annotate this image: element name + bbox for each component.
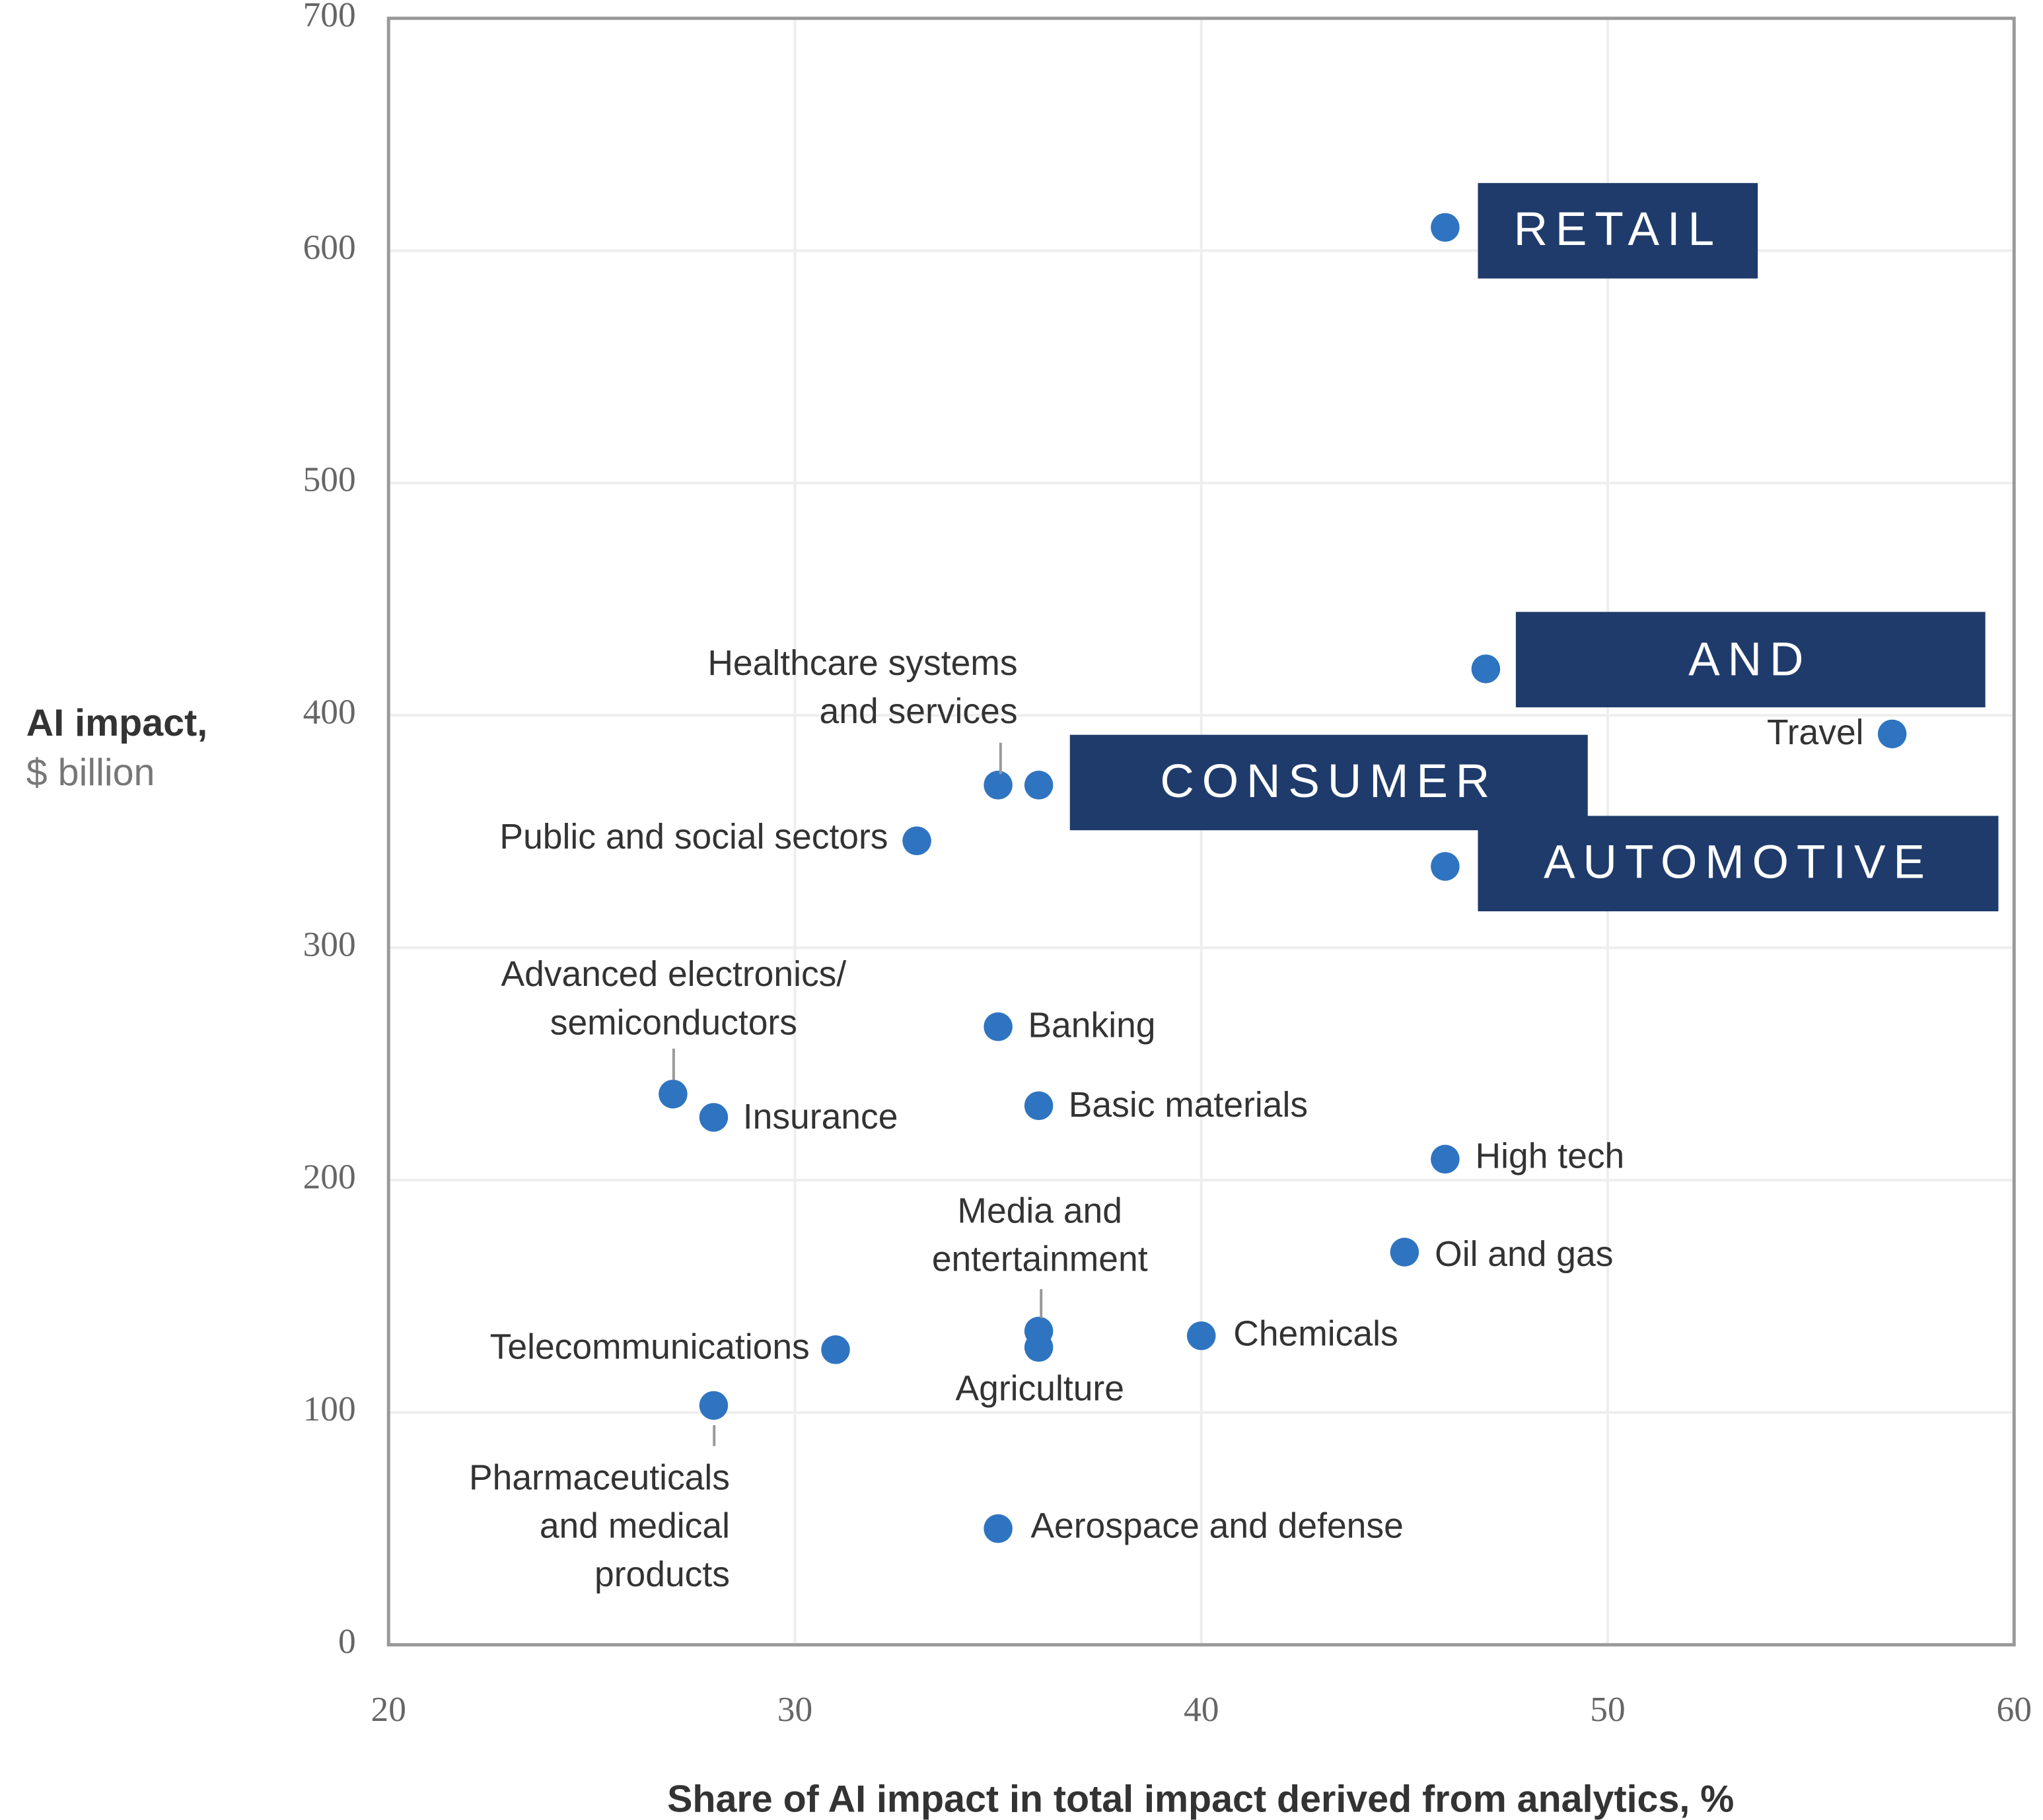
point <box>1024 771 1054 800</box>
y-tick-label: 500 <box>303 460 356 499</box>
highlight-label: RETAIL <box>1514 203 1723 256</box>
y-axis-title: AI impact, <box>26 702 207 744</box>
highlight-label: AUTOMOTIVE <box>1544 836 1933 889</box>
point <box>1877 719 1907 749</box>
y-tick-label: 700 <box>303 0 356 34</box>
point-label: semiconductors <box>550 1003 797 1042</box>
point-label: Aerospace and defense <box>1030 1507 1403 1546</box>
point <box>984 771 1013 800</box>
point-label: Oil and gas <box>1435 1235 1613 1274</box>
point-label: Media and <box>957 1191 1122 1230</box>
point-label: products <box>594 1555 730 1594</box>
x-tick-label: 50 <box>1590 1689 1625 1729</box>
point-label: and services <box>820 692 1018 731</box>
point <box>699 1103 729 1132</box>
point <box>1431 1144 1460 1174</box>
y-axis-unit: $ billion <box>26 752 155 794</box>
x-tick-label: 40 <box>1184 1689 1219 1729</box>
highlight-label: CONSUMER <box>1160 755 1497 808</box>
point <box>659 1080 688 1109</box>
point <box>1471 654 1501 683</box>
label-box <box>1478 183 1758 279</box>
point <box>1431 213 1460 242</box>
label-box <box>1478 816 1999 911</box>
point <box>821 1335 850 1364</box>
point-label: Basic materials <box>1069 1086 1308 1125</box>
point-label: entertainment <box>932 1240 1148 1279</box>
point-label: High tech <box>1476 1137 1625 1175</box>
point <box>699 1391 729 1420</box>
point <box>1390 1238 1419 1267</box>
x-tick-label: 60 <box>1997 1689 2032 1729</box>
point-label: Chemicals <box>1233 1315 1398 1354</box>
plot-frame <box>386 17 2016 1647</box>
point-label: Telecommunications <box>490 1327 810 1366</box>
x-tick-label: 20 <box>371 1689 406 1729</box>
y-tick-label: 600 <box>303 227 356 267</box>
point-label: Insurance <box>743 1098 898 1137</box>
x-axis-title: Share of AI impact in total impact deriv… <box>667 1778 1734 1820</box>
point-label: Public and social sectors <box>499 818 888 857</box>
y-tick-label: 0 <box>338 1621 356 1661</box>
point-label: Banking <box>1028 1006 1155 1045</box>
point <box>902 826 931 856</box>
x-tick-label: 30 <box>777 1689 812 1729</box>
highlight-label: AND <box>1688 633 1811 686</box>
point-label: Pharmaceuticals <box>469 1458 730 1497</box>
y-tick-label: 200 <box>303 1156 356 1196</box>
point-label: Travel <box>1767 713 1863 752</box>
y-tick-label: 400 <box>303 692 356 732</box>
point <box>984 1514 1013 1543</box>
point-label: Healthcare systems <box>707 644 1017 683</box>
point <box>984 1012 1013 1041</box>
label-box <box>1069 734 1588 831</box>
point-label: Agriculture <box>956 1370 1124 1409</box>
point-label: Advanced electronics/ <box>501 955 846 994</box>
point <box>1186 1321 1216 1350</box>
point <box>1024 1333 1054 1362</box>
y-tick-label: 100 <box>303 1389 356 1428</box>
point <box>1024 1091 1054 1121</box>
point-label: and medical <box>540 1507 730 1546</box>
label-box <box>1515 612 1986 708</box>
point <box>1431 852 1460 881</box>
y-tick-label: 300 <box>303 924 356 963</box>
